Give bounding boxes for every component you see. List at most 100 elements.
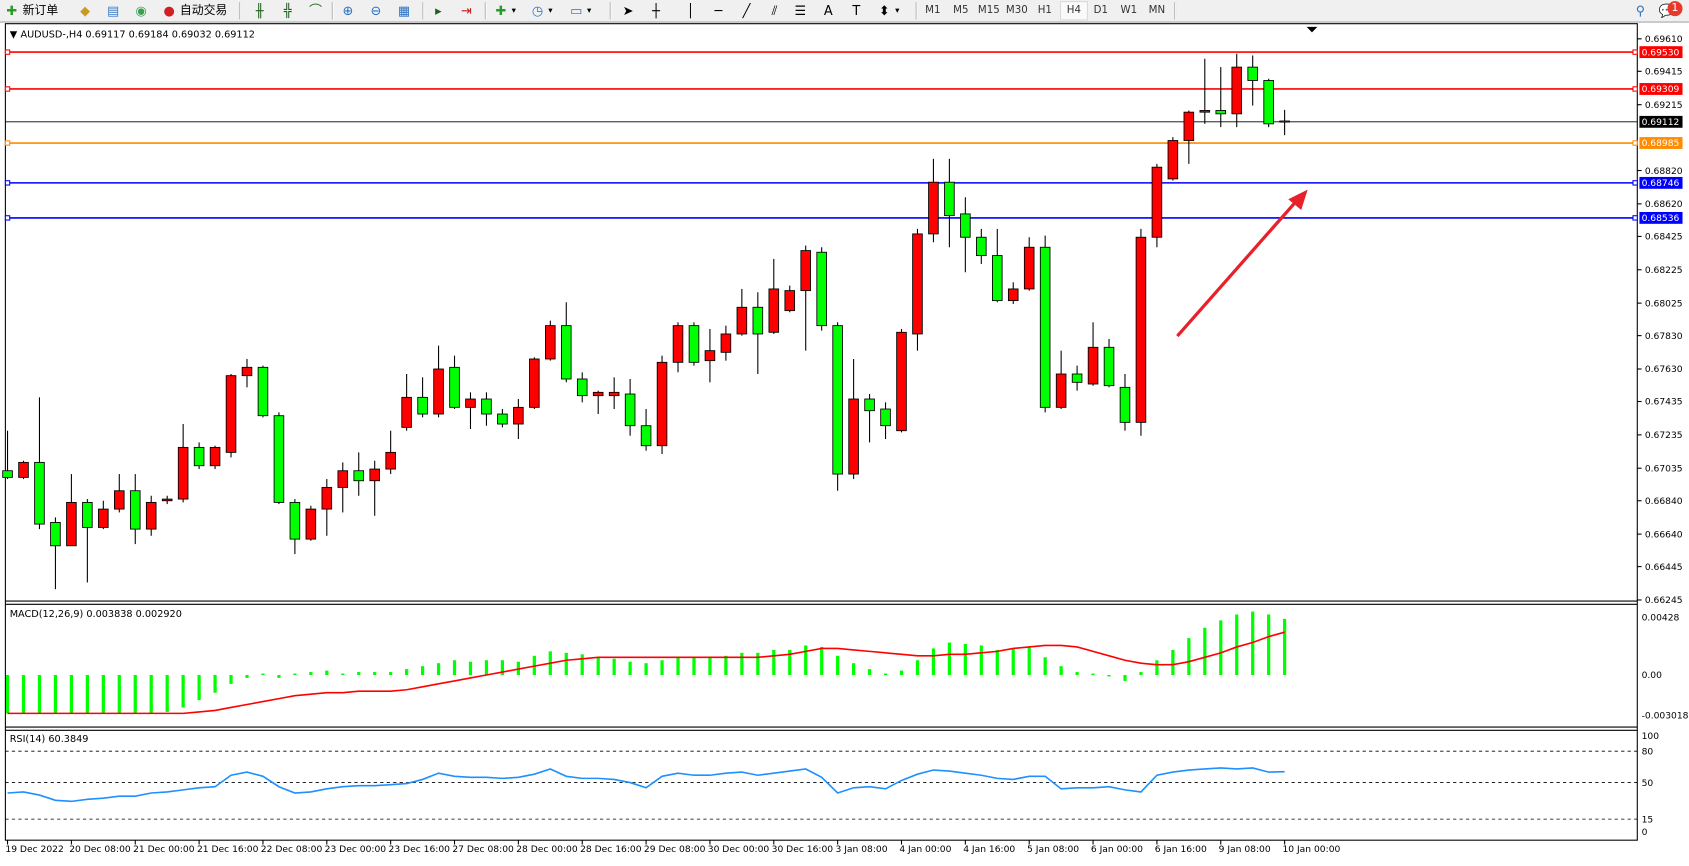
trendline-button[interactable]: ╱	[739, 2, 754, 19]
candle-chart-button[interactable]: ╬	[280, 2, 295, 19]
time-label: 9 Jan 08:00	[1219, 845, 1271, 855]
search-button[interactable]: ⚲	[1633, 2, 1648, 19]
price-tick-label: 0.69415	[1645, 68, 1683, 78]
candle	[912, 228, 923, 351]
auto-trading-button[interactable]: ● 自动交易	[162, 2, 227, 19]
candle-body	[688, 325, 700, 363]
chart-shift-marker[interactable]	[1306, 26, 1318, 33]
timeframe-mn[interactable]: MN	[1148, 4, 1166, 17]
line-handle[interactable]	[4, 180, 11, 186]
line-handle[interactable]	[1632, 49, 1638, 55]
period-button[interactable]: ◷ ▾	[531, 3, 553, 19]
new-order-icon: ✚	[6, 3, 18, 19]
arrows-button[interactable]: ⬍ ▾	[877, 2, 900, 19]
candle	[1167, 137, 1179, 181]
candle	[720, 325, 732, 361]
chart-window[interactable]: 0.69610 0.69415 0.69215 0.68820 0.68620 0.684…	[0, 22, 1689, 862]
signal-button[interactable]: ◉	[134, 2, 149, 19]
price-label-box	[1639, 176, 1683, 189]
macd-tick-label: 0.00428	[1642, 613, 1680, 623]
candle	[944, 158, 955, 248]
text-button[interactable]: A	[821, 2, 836, 19]
candle	[273, 412, 285, 505]
zoom-out-button[interactable]: ⊖	[368, 2, 383, 19]
cursor-button[interactable]: ➤	[620, 2, 635, 19]
chart-shift-button[interactable]: ⇥	[459, 2, 474, 19]
timeframe-m15[interactable]: M15	[977, 4, 1000, 17]
autoscroll-button[interactable]: ▸	[431, 2, 446, 19]
candle	[1183, 110, 1195, 164]
zoom-in-button[interactable]: ⊕	[340, 2, 355, 19]
bid-price-label: 0.69112	[1642, 118, 1680, 128]
line-handle[interactable]	[1632, 140, 1638, 146]
candle-body	[640, 425, 652, 447]
gold-button[interactable]: ◆	[78, 2, 93, 19]
timeframe-m1[interactable]: M1	[925, 4, 941, 17]
equidistant-channel-button[interactable]: ⫽	[767, 2, 782, 19]
timeframe-m30[interactable]: M30	[1005, 4, 1028, 17]
bar-chart-button[interactable]: ╫	[252, 2, 267, 19]
candle-body	[513, 406, 524, 425]
market-watch-button[interactable]: ▤	[106, 2, 121, 19]
timeframe-h4[interactable]: H4	[1059, 1, 1088, 21]
price-label: 0.69309	[1642, 85, 1680, 95]
candle	[672, 322, 684, 373]
line-handle[interactable]	[4, 49, 11, 55]
template-button[interactable]: ▭ ▾	[570, 3, 592, 19]
rsi-tick-label: 100	[1642, 732, 1660, 742]
timeframe-d1[interactable]: D1	[1093, 4, 1109, 17]
text-label-button[interactable]: T	[849, 2, 864, 19]
line-chart-button[interactable]: ⌒	[308, 2, 323, 19]
rsi-tick-label: 80	[1642, 747, 1654, 757]
line-handle[interactable]	[1632, 215, 1638, 221]
trendline-icon: ╱	[742, 3, 751, 19]
price-tick-label: 0.66640	[1645, 530, 1683, 540]
time-label: 10 Jan 00:00	[1282, 845, 1340, 855]
add-indicator-button[interactable]: ✚ ▾	[493, 2, 516, 19]
line-handle[interactable]	[4, 86, 11, 92]
candle	[656, 355, 668, 455]
line-handle[interactable]	[1632, 86, 1638, 92]
line-handle[interactable]	[4, 140, 11, 146]
collapse-triangle-icon[interactable]: ▼	[10, 30, 18, 41]
candle	[433, 345, 444, 418]
timeframe-m5[interactable]: M5	[953, 4, 969, 17]
candle-body	[1119, 386, 1131, 423]
text-label-icon: T	[852, 3, 861, 19]
candle	[50, 517, 61, 590]
candle-body	[560, 325, 572, 380]
tile-windows-button[interactable]: ▦	[396, 2, 411, 19]
candle-body	[928, 181, 939, 235]
arrows-icon: ⬍	[878, 3, 890, 19]
horizontal-line-button[interactable]: ─	[711, 2, 726, 19]
price-tick-label: 0.67435	[1645, 398, 1683, 408]
candle-body	[385, 451, 396, 470]
line-handle[interactable]	[4, 215, 11, 221]
new-order-button[interactable]: ✚ 新订单	[4, 2, 58, 19]
candle-body	[98, 508, 109, 528]
candle-body	[656, 361, 668, 447]
candle	[1087, 322, 1099, 386]
candle	[768, 258, 780, 334]
candle-body	[481, 398, 492, 415]
line-handle[interactable]	[1632, 180, 1638, 186]
candle	[34, 397, 45, 530]
vertical-line-button[interactable]: │	[683, 2, 698, 19]
candle	[848, 358, 859, 480]
text-icon: A	[823, 3, 833, 19]
candle	[18, 460, 29, 480]
crosshair-button[interactable]: ┼	[648, 2, 663, 19]
timeframe-h1[interactable]: H1	[1037, 4, 1052, 17]
candle	[161, 495, 173, 505]
candle-body	[273, 415, 285, 503]
signal-icon: ◉	[135, 3, 147, 19]
fibonacci-button[interactable]: ☰	[793, 2, 808, 19]
timeframe-w1[interactable]: W1	[1120, 4, 1138, 17]
chart-shift-icon: ⇥	[460, 3, 472, 19]
chart-canvas[interactable]: 0.69610 0.69415 0.69215 0.68820 0.68620 0.684…	[0, 22, 1689, 862]
candle	[1199, 58, 1211, 124]
time-label: 3 Jan 08:00	[835, 845, 887, 855]
candle-body	[800, 250, 811, 292]
candle-body	[177, 446, 189, 500]
time-label: 21 Dec 00:00	[133, 845, 195, 855]
